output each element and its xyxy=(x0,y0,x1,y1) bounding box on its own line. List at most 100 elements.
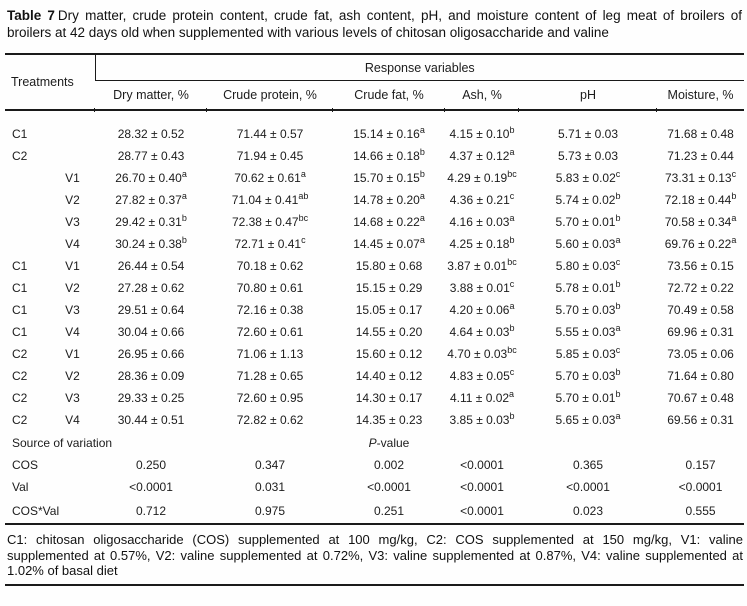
significance-letter: b xyxy=(509,323,515,333)
valine-level-cell: V2 xyxy=(65,281,80,295)
table-row: C2 V3 29.33 ± 0.25 72.60 ± 0.95 14.30 ± 0.17… xyxy=(5,387,744,409)
value-cell: 71.94 ± 0.45 xyxy=(236,149,304,163)
value-cell: 15.15 ± 0.29 xyxy=(355,281,423,295)
value-cell: 72.38 ± 0.47bc xyxy=(231,213,309,229)
significance-letter: b xyxy=(509,125,515,135)
value-cell: 4.25 ± 0.18b xyxy=(449,235,515,251)
value-cell: 29.51 ± 0.64 xyxy=(117,303,185,317)
value-cell: 4.15 ± 0.10b xyxy=(449,125,515,141)
value-cell: 72.60 ± 0.61 xyxy=(236,325,304,339)
significance-letter: c xyxy=(731,169,737,179)
pvalue-rest: -value xyxy=(376,435,410,450)
significance-letter: a xyxy=(731,213,737,223)
value-cell: 15.70 ± 0.15b xyxy=(353,169,425,185)
pvalue-cell: 0.347 xyxy=(255,458,286,472)
value-cell: 29.42 ± 0.31b xyxy=(115,213,187,229)
treatment-means-rows: C1 28.32 ± 0.52 71.44 ± 0.57 15.14 ± 0.16a 4… xyxy=(5,110,744,431)
table-row: C2 V1 26.95 ± 0.66 71.06 ± 1.13 15.60 ± 0.12… xyxy=(5,343,744,365)
pvalue-cell: 0.031 xyxy=(255,480,286,494)
value-cell: 5.65 ± 0.03a xyxy=(555,411,621,427)
data-table: Treatments Response variables Dry matter… xyxy=(5,53,745,525)
value-cell: 4.37 ± 0.12a xyxy=(449,147,515,163)
significance-letter: b xyxy=(419,169,425,179)
cos-level-cell: C1 xyxy=(12,281,28,295)
value-cell: 73.05 ± 0.06 xyxy=(667,347,734,361)
value-cell: 70.80 ± 0.61 xyxy=(236,281,304,295)
source-of-variation-row: Source of variation P-value xyxy=(5,431,744,454)
value-cell: 28.77 ± 0.43 xyxy=(117,149,185,163)
significance-letter: c xyxy=(615,345,621,355)
value-cell: 4.29 ± 0.19bc xyxy=(447,169,517,185)
column-header-4: Ash, % xyxy=(444,80,520,111)
cos-level-cell: C1 xyxy=(12,259,28,273)
cos-level-cell: C1 xyxy=(12,325,28,339)
valine-level-cell: V3 xyxy=(65,303,80,317)
value-cell: 71.64 ± 0.80 xyxy=(667,369,734,383)
significance-letter: b xyxy=(615,279,621,289)
significance-letter: c xyxy=(509,279,515,289)
header-row-2: Dry matter, % Crude protein, % Crude fat, … xyxy=(5,80,745,111)
significance-letter: a xyxy=(509,147,515,157)
value-cell: 4.83 ± 0.05c xyxy=(449,367,515,383)
pvalue-cell: 0.365 xyxy=(573,458,604,472)
table-footnote: C1: chitosan oligosaccharide (COS) suppl… xyxy=(7,532,743,578)
value-cell: 5.55 ± 0.03a xyxy=(555,323,621,339)
value-cell: 14.30 ± 0.17 xyxy=(355,391,423,405)
significance-letter: bc xyxy=(507,345,517,355)
column-header-5: pH xyxy=(518,80,658,111)
value-cell: 70.49 ± 0.58 xyxy=(667,303,734,317)
cos-level-cell: C2 xyxy=(12,369,28,383)
empty-cell xyxy=(519,431,657,454)
value-cell: 72.72 ± 0.22 xyxy=(667,281,734,295)
header-row-1: Treatments Response variables xyxy=(5,54,745,111)
pvalue-cell: 0.002 xyxy=(374,458,405,472)
caption-label: Table 7 xyxy=(7,8,55,23)
column-header-6: Moisture, % xyxy=(656,80,745,111)
pvalue-rows: COS 0.250 0.347 0.002 <0.0001 0.365 0.157 Val <0… xyxy=(5,454,745,525)
pvalue-cell: 0.157 xyxy=(685,458,716,472)
table-row: V3 29.42 ± 0.31b 72.38 ± 0.47bc 14.68 ± 0.2… xyxy=(5,211,744,233)
significance-letter: b xyxy=(615,389,621,399)
value-cell: 70.62 ± 0.61a xyxy=(234,169,306,185)
bottom-rule xyxy=(5,583,744,586)
value-cell: 5.70 ± 0.03b xyxy=(555,301,621,317)
cos-level-cell: C2 xyxy=(12,347,28,361)
valine-level-cell: V4 xyxy=(65,325,80,339)
significance-letter: ab xyxy=(298,191,309,201)
significance-letter: c xyxy=(509,367,515,377)
empty-cell xyxy=(207,431,333,454)
value-cell: 14.35 ± 0.23 xyxy=(355,413,423,427)
cos-level-cell: C1 xyxy=(12,127,28,141)
cos-level-cell xyxy=(5,189,50,211)
value-cell: 30.24 ± 0.38b xyxy=(115,235,187,251)
table-row: C1 V4 30.04 ± 0.66 72.60 ± 0.61 14.55 ± 0.20… xyxy=(5,321,744,343)
value-cell: 14.66 ± 0.18b xyxy=(353,147,425,163)
table-row: V2 27.82 ± 0.37a 71.04 ± 0.41ab 14.78 ± 0.2… xyxy=(5,189,744,211)
pvalue-row: COS*Val 0.712 0.975 0.251 <0.0001 0.023 0.555 xyxy=(5,498,745,525)
significance-letter: b xyxy=(615,301,621,311)
significance-letter: a xyxy=(419,213,425,223)
source-of-variation-label: Source of variation xyxy=(12,435,113,450)
value-cell: 26.95 ± 0.66 xyxy=(117,347,185,361)
table-row: V4 30.24 ± 0.38b 72.71 ± 0.41c 14.45 ± 0.07… xyxy=(5,233,744,255)
valine-level-cell: V1 xyxy=(65,347,80,361)
value-cell: 5.78 ± 0.01b xyxy=(555,279,621,295)
value-cell: 5.70 ± 0.03b xyxy=(555,367,621,383)
table-row: C1 V1 26.44 ± 0.54 70.18 ± 0.62 15.80 ± 0.68… xyxy=(5,255,744,277)
column-header-1: Dry matter, % xyxy=(94,80,208,111)
value-cell: 73.56 ± 0.15 xyxy=(667,259,734,273)
value-cell: 5.60 ± 0.03a xyxy=(555,235,621,251)
value-cell: 27.82 ± 0.37a xyxy=(115,191,187,207)
valine-level-cell: V4 xyxy=(65,237,80,251)
empty-cell xyxy=(657,431,744,454)
value-cell: 5.85 ± 0.03c xyxy=(555,345,621,361)
value-cell: 5.71 ± 0.03 xyxy=(558,127,618,141)
value-cell: 5.70 ± 0.01b xyxy=(555,389,621,405)
cos-level-cell: C2 xyxy=(12,391,28,405)
value-cell: 71.44 ± 0.57 xyxy=(236,127,304,141)
value-cell: 69.56 ± 0.31 xyxy=(667,413,734,427)
pvalue-cell: <0.0001 xyxy=(460,480,504,494)
value-cell: 30.44 ± 0.51 xyxy=(117,413,185,427)
valine-level-cell: V1 xyxy=(65,259,80,273)
significance-letter: b xyxy=(731,191,737,201)
